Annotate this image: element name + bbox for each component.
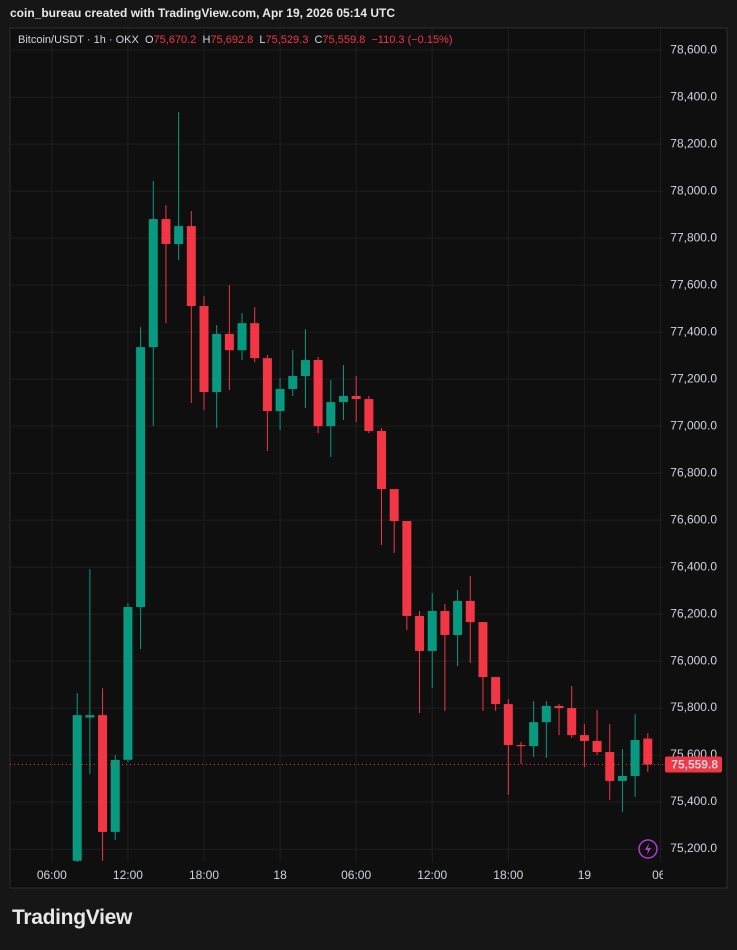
y-tick-label: 78,600.0 <box>670 42 717 56</box>
candle-body <box>529 722 539 747</box>
y-tick-label: 78,400.0 <box>670 89 717 103</box>
y-tick-label: 75,200.0 <box>670 841 717 855</box>
x-tick-label: 06: <box>652 868 669 882</box>
candle-body <box>364 399 374 432</box>
x-tick-label: 18 <box>273 868 287 882</box>
l-label: L <box>259 34 266 46</box>
candle-body <box>186 226 196 306</box>
x-tick-label: 12:00 <box>417 868 447 882</box>
y-tick-label: 76,800.0 <box>670 465 717 479</box>
change: −110.3 (−0.15%) <box>371 34 453 46</box>
candle-body <box>212 333 222 393</box>
y-tick-label: 77,000.0 <box>670 418 717 432</box>
o-label: O <box>144 34 154 46</box>
candle-body <box>300 360 310 377</box>
candle-body <box>389 489 399 522</box>
candle-body <box>592 740 602 753</box>
y-tick-label: 75,400.0 <box>670 794 717 808</box>
y-tick-label: 76,600.0 <box>670 512 717 526</box>
alert-icon[interactable] <box>638 839 658 859</box>
candle-body <box>617 775 627 781</box>
y-tick-label: 76,400.0 <box>670 559 717 573</box>
candle-body <box>440 611 450 635</box>
candle-body <box>478 622 488 678</box>
candle-body <box>72 715 82 861</box>
y-tick-label: 78,000.0 <box>670 183 717 197</box>
last-price-label: 75,559.8 <box>671 758 718 772</box>
candle-body <box>503 704 513 745</box>
candle-body <box>250 323 260 359</box>
y-tick-label: 78,200.0 <box>670 136 717 150</box>
y-tick-label: 77,800.0 <box>670 230 717 244</box>
candle-body <box>275 388 285 412</box>
candle-body <box>148 219 158 348</box>
candle-body <box>237 323 247 351</box>
candle-body <box>630 740 640 776</box>
h-value: 75,692.8 <box>210 34 254 46</box>
o-value: 75,670.2 <box>153 34 197 46</box>
x-tick-label: 18:00 <box>493 868 523 882</box>
candle-body <box>516 744 526 747</box>
y-tick-label: 77,600.0 <box>670 277 717 291</box>
x-tick-label: 18:00 <box>189 868 219 882</box>
header: coin_bureau created with TradingView.com… <box>10 6 396 20</box>
candle-body <box>453 600 463 635</box>
y-tick-label: 76,200.0 <box>670 606 717 620</box>
c-value: 75,559.8 <box>322 34 366 46</box>
candle-body <box>377 431 387 490</box>
candle-body <box>136 347 146 608</box>
y-tick-label: 76,000.0 <box>670 653 717 667</box>
candle-body <box>415 615 425 651</box>
candle-body <box>110 760 120 832</box>
candle-body <box>85 715 95 718</box>
symbol: Bitcoin/USDT · 1h · OKX <box>18 34 139 46</box>
candle-body <box>288 376 298 389</box>
candle-body <box>554 705 564 709</box>
candle-body <box>326 402 336 427</box>
x-tick-label: 19 <box>578 868 592 882</box>
x-tick-label: 06:00 <box>341 868 371 882</box>
candle-body <box>643 738 653 765</box>
x-tick-label: 06:00 <box>37 868 67 882</box>
candle-body <box>351 396 361 400</box>
candle-body <box>123 607 133 760</box>
candle-body <box>541 705 551 723</box>
h-label: H <box>202 34 211 46</box>
candle-body <box>161 219 171 244</box>
candle-body <box>465 600 475 623</box>
candle-body <box>262 358 272 412</box>
candle-body <box>402 521 412 616</box>
candle-body <box>579 735 589 741</box>
candle-body <box>313 360 323 427</box>
y-tick-label: 75,800.0 <box>670 700 717 714</box>
legend: Bitcoin/USDT · 1h · OKX O75,670.2 H75,69… <box>18 34 453 46</box>
candle-body <box>338 396 348 403</box>
c-label: C <box>314 34 323 46</box>
last-price-box <box>665 756 722 773</box>
candle-body <box>491 677 501 705</box>
candle-body <box>98 715 108 832</box>
chart-frame <box>9 27 728 889</box>
candle-body <box>567 708 577 736</box>
candle-body <box>199 306 209 393</box>
candle-body <box>605 752 615 781</box>
footer-logo: TradingView <box>12 906 133 929</box>
candle-body <box>427 611 437 651</box>
alert-bolt <box>645 843 651 855</box>
candle-body <box>224 333 234 351</box>
candle-body <box>174 226 184 244</box>
y-tick-label: 77,400.0 <box>670 324 717 338</box>
x-tick-label: 12:00 <box>113 868 143 882</box>
l-value: 75,529.3 <box>265 34 309 46</box>
y-tick-label: 77,200.0 <box>670 371 717 385</box>
